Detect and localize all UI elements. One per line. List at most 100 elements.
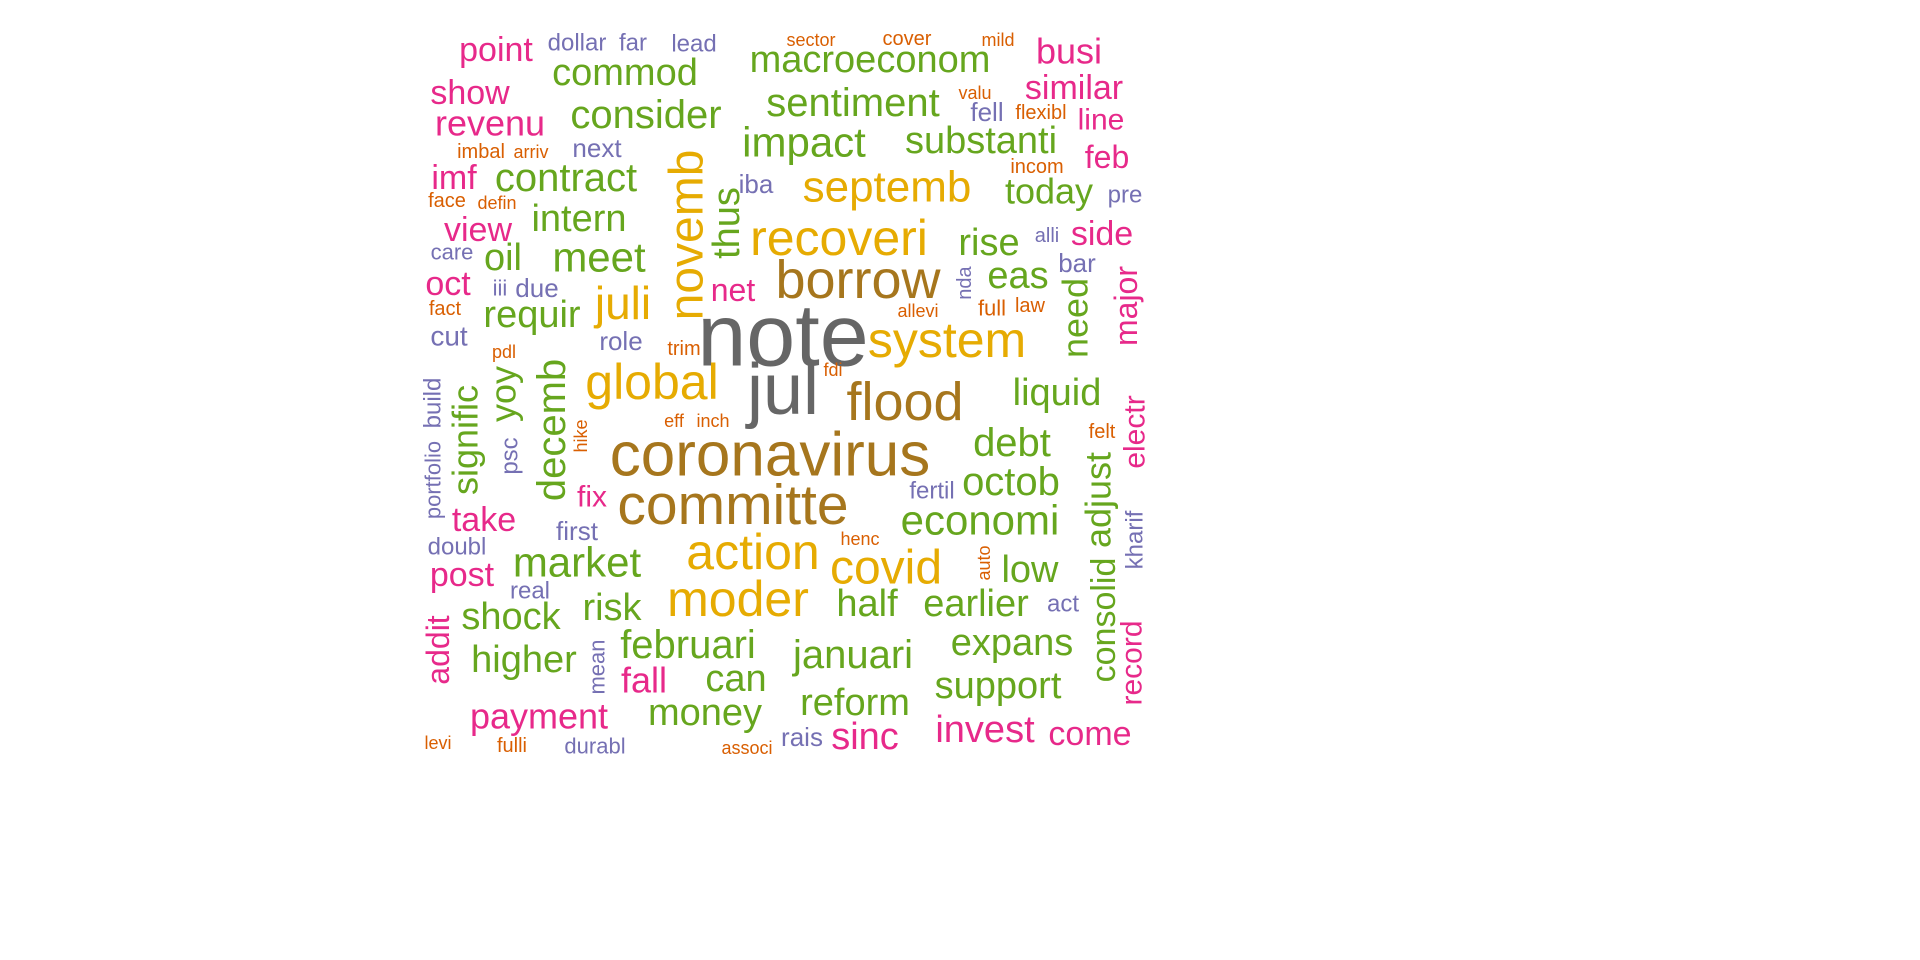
word-mild: mild (981, 30, 1014, 50)
word-post: post (430, 556, 495, 594)
word-eas: eas (987, 255, 1048, 297)
word-dollar: dollar (548, 30, 607, 57)
word-first: first (556, 516, 599, 546)
word-portfolio: portfolio (421, 441, 446, 519)
word-next: next (572, 133, 622, 163)
word-pre: pre (1108, 182, 1143, 209)
word-revenu: revenu (435, 103, 545, 144)
word-associ: associ (721, 738, 772, 758)
word-octob: octob (962, 460, 1060, 504)
word-face: face (428, 190, 466, 212)
word-impact: impact (742, 119, 866, 166)
word-auto: auto (974, 545, 994, 580)
word-cut: cut (430, 321, 468, 352)
word-fact: fact (429, 298, 462, 320)
word-mean: mean (585, 639, 610, 694)
word-global: global (585, 354, 718, 410)
word-earlier: earlier (923, 583, 1029, 625)
word-show: show (430, 74, 510, 112)
word-rise: rise (958, 222, 1019, 264)
word-care: care (431, 240, 474, 265)
word-kharif: kharif (1122, 510, 1149, 569)
word-law: law (1015, 295, 1046, 317)
word-flexibl: flexibl (1015, 102, 1066, 124)
word-support: support (935, 665, 1062, 707)
word-doubl: doubl (428, 534, 487, 561)
word-arriv: arriv (514, 142, 549, 162)
word-februari: februari (620, 623, 756, 667)
word-fdi: fdi (823, 360, 842, 380)
word-bar: bar (1058, 248, 1096, 278)
word-can: can (705, 658, 766, 700)
word-need: need (1055, 278, 1096, 358)
word-oct: oct (425, 265, 471, 303)
word-rais: rais (781, 722, 823, 752)
word-oil: oil (484, 237, 522, 279)
word-fertil: fertil (909, 478, 954, 505)
word-market: market (513, 539, 642, 586)
word-act: act (1047, 591, 1079, 618)
word-meet: meet (552, 234, 646, 281)
word-side: side (1071, 215, 1133, 253)
word-action: action (686, 524, 819, 580)
word-contract: contract (495, 156, 637, 200)
word-iba: iba (739, 169, 774, 199)
word-risk: risk (582, 587, 642, 629)
word-thus: thus (706, 187, 748, 259)
word-money: money (648, 692, 762, 734)
word-major: major (1108, 266, 1144, 346)
word-sentiment: sentiment (766, 81, 939, 125)
word-henc: henc (840, 529, 879, 549)
word-covid: covid (830, 542, 942, 595)
word-alli: alli (1035, 225, 1059, 247)
word-half: half (836, 583, 898, 625)
word-cover: cover (883, 28, 932, 50)
word-real: real (510, 578, 550, 605)
word-economi: economi (901, 497, 1060, 544)
word-fell: fell (970, 97, 1003, 127)
word-durabl: durabl (564, 734, 625, 759)
word-januari: januari (792, 633, 913, 677)
word-commod: commod (552, 52, 698, 94)
word-line: line (1078, 104, 1125, 137)
word-addit: addit (420, 615, 456, 685)
word-juli: juli (593, 277, 651, 329)
word-low: low (1001, 549, 1059, 591)
word-moder: moder (667, 571, 809, 627)
word-yoy: yoy (483, 366, 524, 422)
word-point: point (459, 31, 533, 69)
word-invest: invest (935, 709, 1035, 751)
word-nda: nda (954, 265, 976, 299)
word-similar: similar (1025, 69, 1123, 107)
word-substanti: substanti (905, 120, 1057, 162)
word-payment: payment (470, 696, 608, 737)
word-signific: signific (445, 385, 486, 495)
word-view: view (444, 211, 512, 249)
word-eff: eff (664, 411, 685, 431)
word-shock: shock (461, 596, 561, 638)
word-reform: reform (800, 682, 910, 724)
word-far: far (619, 30, 647, 57)
word-incom: incom (1010, 156, 1063, 178)
word-coronavirus: coronavirus (610, 421, 930, 490)
word-take: take (452, 501, 516, 539)
word-pdl: pdl (492, 342, 516, 362)
word-hike: hike (571, 419, 591, 452)
word-requir: requir (483, 294, 580, 336)
word-novemb: novemb (661, 150, 714, 321)
word-liquid: liquid (1013, 372, 1102, 414)
word-feb: feb (1085, 139, 1129, 175)
word-flood: flood (846, 372, 963, 432)
word-fix: fix (577, 481, 607, 514)
word-trim: trim (667, 338, 700, 360)
word-role: role (599, 326, 642, 356)
word-allevi: allevi (897, 301, 938, 321)
word-valu: valu (958, 83, 991, 103)
word-consider: consider (570, 93, 721, 137)
word-felt: felt (1089, 421, 1116, 443)
word-busi: busi (1036, 31, 1102, 72)
word-macroeconom: macroeconom (750, 39, 991, 81)
word-decemb: decemb (530, 359, 574, 501)
word-expans: expans (951, 622, 1074, 664)
word-iii: iii (493, 276, 508, 301)
